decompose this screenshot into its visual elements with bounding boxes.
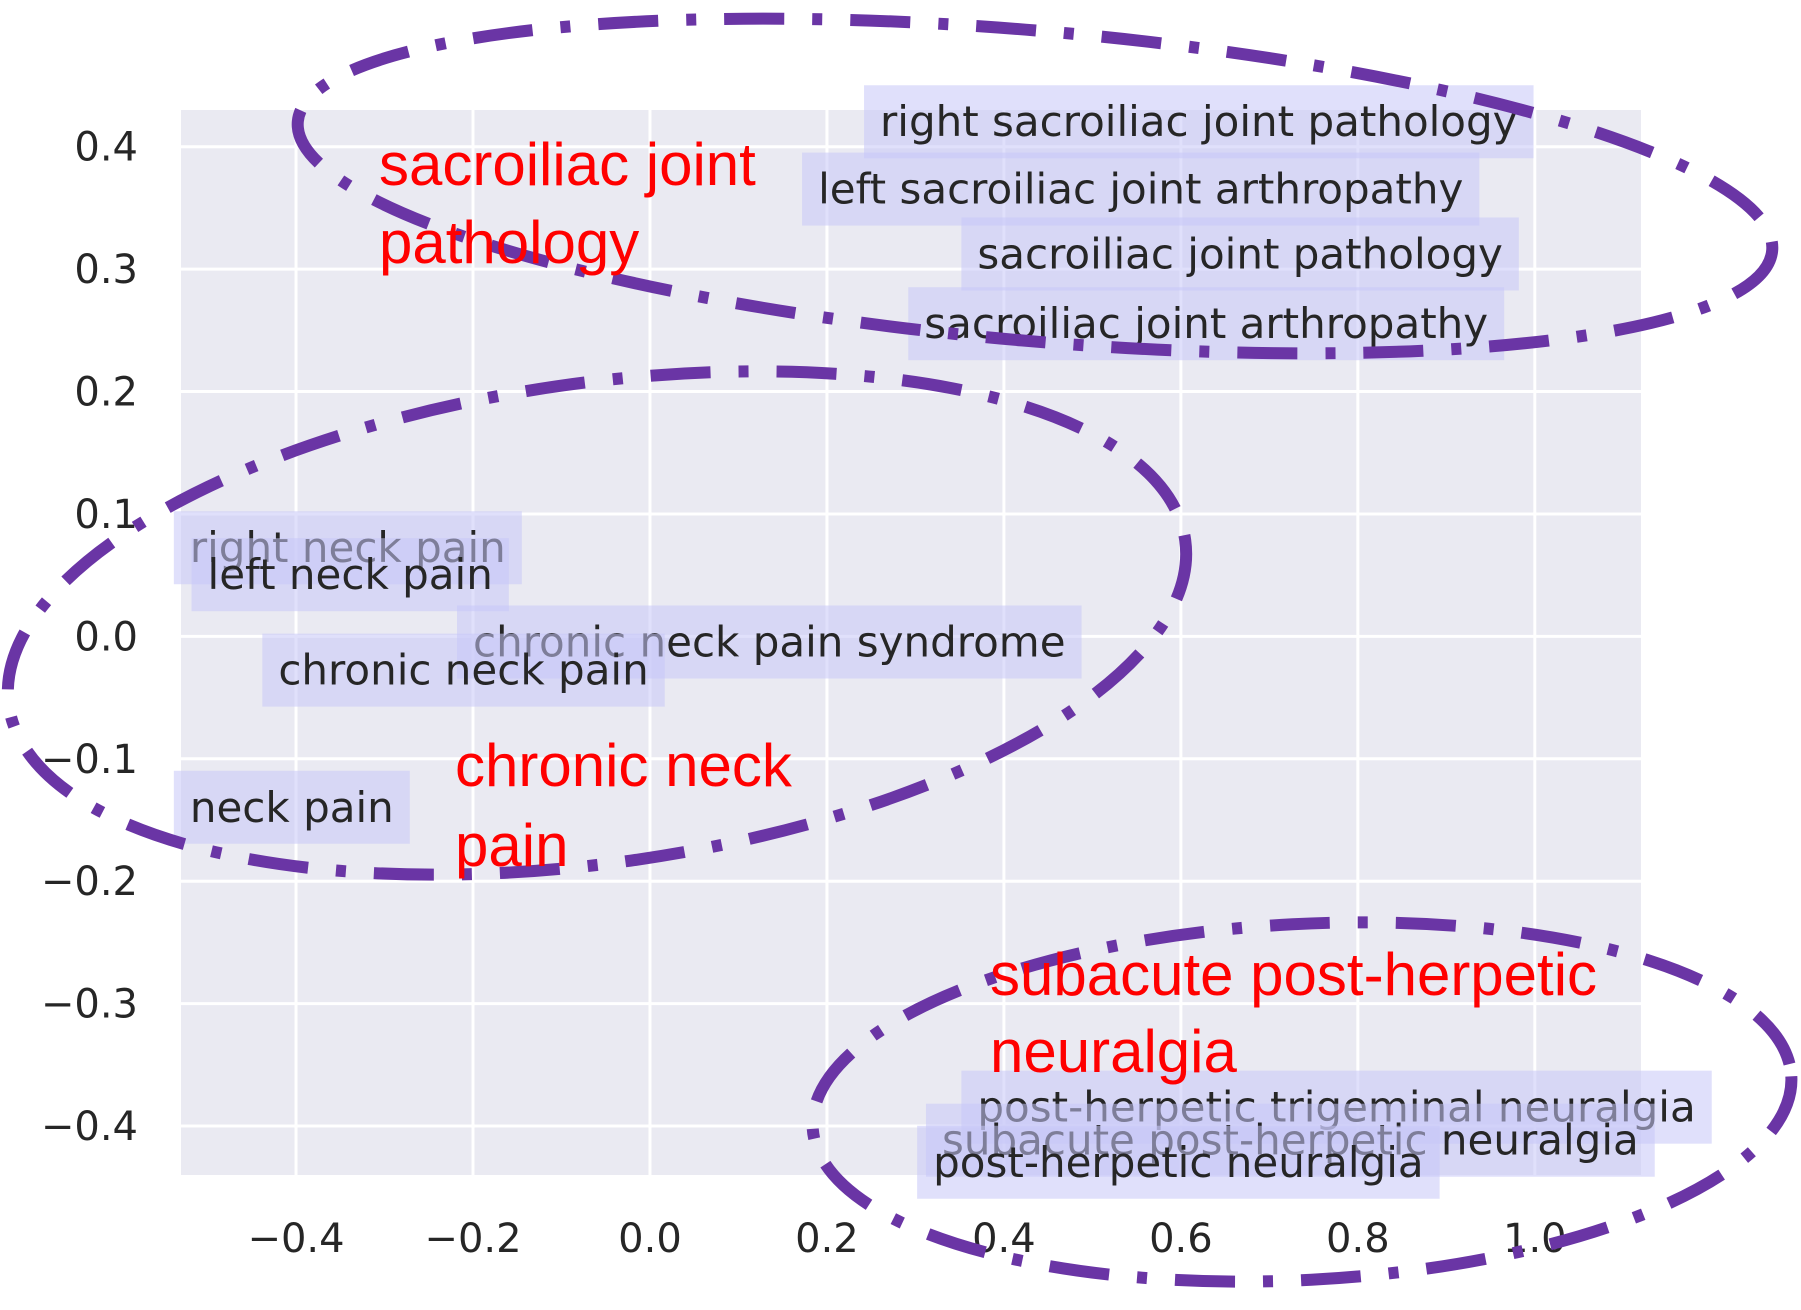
point-label: sacroiliac joint pathology (977, 229, 1502, 278)
y-tick-label: −0.1 (41, 737, 138, 783)
point-label: right sacroiliac joint pathology (880, 97, 1518, 146)
point-label: chronic neck pain (278, 646, 648, 695)
x-tick-label: 0.0 (618, 1216, 682, 1262)
cluster-labels: sacroiliac joint pathology chronic neck … (379, 131, 1614, 1085)
cluster-label-neck-pain-line1: chronic neck (455, 732, 793, 799)
cluster-label-sacroiliac-line2: pathology (379, 209, 639, 276)
point-label-box (191, 538, 509, 612)
data-point: post-herpetic neuralgia (917, 1125, 1440, 1199)
cluster-label-neuralgia-line1: subacute post-herpetic (990, 941, 1597, 1008)
point-labels: right sacroiliac joint pathology left sac… (173, 85, 1712, 1199)
point-label-box (262, 633, 665, 707)
y-tick-label: 0.2 (74, 370, 138, 416)
y-axis-ticks: 0.4 0.3 0.2 0.1 0.0 −0.1 −0.2 −0.3 −0.4 (41, 125, 138, 1150)
y-tick-label: 0.3 (74, 247, 138, 293)
data-point: left neck pain (191, 538, 509, 612)
y-tick-label: 0.1 (74, 492, 138, 538)
cluster-label-sacroiliac-line1: sacroiliac joint (379, 131, 756, 198)
point-label-box (173, 770, 410, 844)
cluster-label-neuralgia: subacute post-herpetic neuralgia (990, 941, 1614, 1085)
ellipse-neck-pain (1, 365, 1193, 881)
data-point: sacroiliac joint arthropathy (908, 287, 1505, 361)
y-tick-label: −0.4 (41, 1104, 138, 1150)
x-tick-label: −0.4 (247, 1216, 344, 1262)
point-label: left sacroiliac joint arthropathy (818, 165, 1463, 214)
cluster-label-sacroiliac: sacroiliac joint pathology (379, 131, 773, 276)
y-tick-label: −0.3 (41, 982, 138, 1028)
point-label: neck pain (190, 783, 394, 832)
y-tick-label: 0.0 (74, 614, 138, 660)
ellipse-sacroiliac (291, 12, 1779, 360)
y-tick-label: 0.4 (74, 125, 138, 171)
x-tick-label: 0.6 (1149, 1216, 1213, 1262)
data-point: left sacroiliac joint arthropathy (802, 152, 1480, 226)
point-label: post-herpetic neuralgia (933, 1138, 1424, 1187)
point-label-box (961, 217, 1519, 291)
y-tick-label: −0.2 (41, 859, 138, 905)
data-point: sacroiliac joint pathology (961, 217, 1519, 291)
x-tick-label: 0.2 (795, 1216, 859, 1262)
ellipse-neuralgia (806, 916, 1798, 1288)
x-tick-label: 0.8 (1326, 1216, 1390, 1262)
point-label-box (864, 85, 1534, 159)
point-label-box (802, 152, 1480, 226)
x-axis-ticks: −0.4 −0.2 0.0 0.2 0.4 0.6 0.8 1.0 (247, 1216, 1566, 1262)
cluster-label-neck-pain: chronic neck pain (455, 732, 809, 879)
x-tick-label: −0.2 (424, 1216, 521, 1262)
data-point: right sacroiliac joint pathology (864, 85, 1534, 159)
cluster-label-neuralgia-line2: neuralgia (990, 1018, 1237, 1085)
point-label: left neck pain (208, 550, 493, 599)
cluster-label-neck-pain-line2: pain (455, 812, 568, 879)
data-point: chronic neck pain (262, 633, 665, 707)
point-label-box (917, 1125, 1440, 1199)
data-point: neck pain (173, 770, 410, 844)
